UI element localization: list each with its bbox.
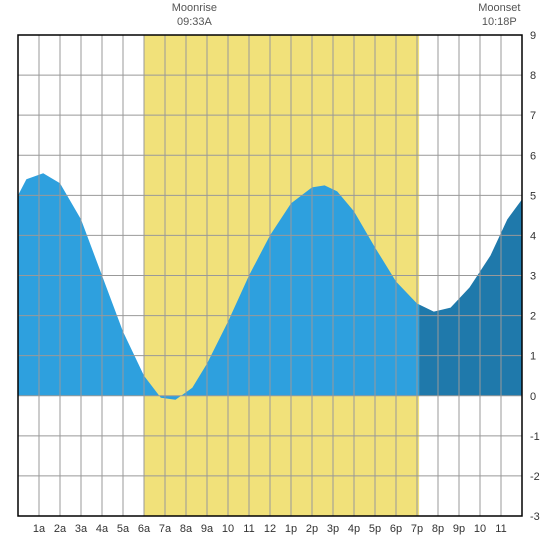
y-tick-label: 1 <box>530 351 536 363</box>
x-tick-label: 3p <box>327 523 339 535</box>
x-tick-label: 1p <box>285 523 297 535</box>
x-tick-label: 7p <box>411 523 423 535</box>
x-tick-label: 5p <box>369 523 381 535</box>
tide-chart: Moonrise 09:33A Moonset 10:18P 1a2a3a4a5… <box>0 0 550 550</box>
x-tick-label: 10 <box>222 523 234 535</box>
y-tick-label: 2 <box>530 311 536 323</box>
y-tick-label: -1 <box>530 431 540 443</box>
x-tick-label: 8p <box>432 523 444 535</box>
x-tick-label: 12 <box>264 523 276 535</box>
x-tick-label: 4p <box>348 523 360 535</box>
x-tick-label: 10 <box>474 523 486 535</box>
moonset-label: Moonset <box>459 2 539 14</box>
y-tick-label: 5 <box>530 190 536 202</box>
x-tick-label: 5a <box>117 523 130 535</box>
y-tick-label: 8 <box>530 70 536 82</box>
x-tick-label: 2p <box>306 523 318 535</box>
x-tick-label: 9p <box>453 523 465 535</box>
x-tick-label: 3a <box>75 523 88 535</box>
x-tick-label: 6a <box>138 523 151 535</box>
x-tick-label: 2a <box>54 523 67 535</box>
y-tick-label: -2 <box>530 471 540 483</box>
moonset-time: 10:18P <box>459 16 539 28</box>
moonrise-label: Moonrise <box>154 2 234 14</box>
x-tick-label: 9a <box>201 523 214 535</box>
y-tick-label: 6 <box>530 150 536 162</box>
y-tick-label: 4 <box>530 230 536 242</box>
x-tick-label: 4a <box>96 523 109 535</box>
y-tick-label: 3 <box>530 271 536 283</box>
x-tick-label: 6p <box>390 523 402 535</box>
x-tick-label: 1a <box>33 523 46 535</box>
y-tick-label: 0 <box>530 391 536 403</box>
moonrise-time: 09:33A <box>154 16 234 28</box>
y-tick-label: -3 <box>530 511 540 523</box>
y-tick-label: 9 <box>530 30 536 42</box>
y-tick-label: 7 <box>530 110 536 122</box>
x-tick-label: 11 <box>243 523 254 535</box>
chart-svg: 1a2a3a4a5a6a7a8a9a1011121p2p3p4p5p6p7p8p… <box>0 0 550 550</box>
x-tick-label: 7a <box>159 523 172 535</box>
x-tick-label: 8a <box>180 523 193 535</box>
x-tick-label: 11 <box>495 523 506 535</box>
